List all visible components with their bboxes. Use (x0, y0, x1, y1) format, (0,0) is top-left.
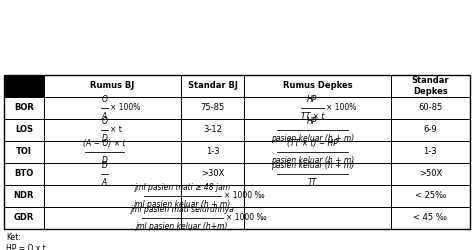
Text: TOI: TOI (16, 148, 32, 156)
Text: HP = O x t: HP = O x t (6, 244, 46, 250)
Text: HP: HP (307, 95, 318, 104)
Text: GDR: GDR (14, 214, 34, 222)
Text: TT: TT (308, 178, 317, 187)
Text: A: A (102, 178, 107, 187)
Bar (4, 75, 44, 97)
Bar (181, 141, 244, 163)
Text: Rumus Depkes: Rumus Depkes (283, 82, 352, 90)
Text: × 100%: × 100% (110, 104, 140, 112)
Bar (181, 75, 244, 97)
Bar (44, 97, 181, 119)
Text: × 100%: × 100% (326, 104, 356, 112)
Bar (244, 207, 391, 229)
Text: jml pasien mati seluruhnya: jml pasien mati seluruhnya (130, 205, 234, 214)
Bar (244, 163, 391, 185)
Text: pasien keluar (h + m): pasien keluar (h + m) (271, 156, 354, 165)
Bar (44, 119, 181, 141)
Text: 1-3: 1-3 (424, 148, 437, 156)
Text: >50X: >50X (419, 170, 442, 178)
Bar (244, 75, 391, 97)
Text: NDR: NDR (14, 192, 34, 200)
Bar (391, 163, 470, 185)
Text: pasien keluar (h + m): pasien keluar (h + m) (271, 161, 354, 170)
Text: Rumus BJ: Rumus BJ (90, 82, 135, 90)
Text: TT × t: TT × t (301, 112, 324, 121)
Text: 3-12: 3-12 (203, 126, 222, 134)
Text: × t: × t (110, 126, 122, 134)
Text: < 25‰: < 25‰ (415, 192, 446, 200)
Text: < 45 ‰: < 45 ‰ (413, 214, 447, 222)
Bar (181, 207, 244, 229)
Bar (44, 207, 181, 229)
Text: × 1000 ‰: × 1000 ‰ (224, 192, 265, 200)
Text: jml pasien keluar (h + m): jml pasien keluar (h + m) (134, 200, 231, 209)
Bar (4, 141, 44, 163)
Bar (391, 141, 470, 163)
Text: × 1000 ‰: × 1000 ‰ (226, 214, 266, 222)
Text: Standar BJ: Standar BJ (188, 82, 237, 90)
Text: HP: HP (307, 117, 318, 126)
Text: BTO: BTO (14, 170, 34, 178)
Bar (44, 185, 181, 207)
Text: (TT × t) − HP: (TT × t) − HP (287, 139, 338, 148)
Text: D: D (101, 134, 107, 143)
Text: BOR: BOR (14, 104, 34, 112)
Bar (4, 207, 44, 229)
Bar (44, 163, 181, 185)
Text: 6-9: 6-9 (424, 126, 437, 134)
Bar (4, 75, 470, 229)
Text: D: D (101, 161, 107, 170)
Text: Ket:: Ket: (6, 233, 21, 242)
Bar (181, 185, 244, 207)
Bar (244, 185, 391, 207)
Bar (44, 75, 181, 97)
Bar (244, 141, 391, 163)
Bar (391, 119, 470, 141)
Bar (4, 185, 44, 207)
Bar (391, 97, 470, 119)
Bar (4, 163, 44, 185)
Bar (391, 75, 470, 97)
Text: >30X: >30X (201, 170, 224, 178)
Bar (391, 207, 470, 229)
Text: O: O (101, 117, 107, 126)
Bar (4, 119, 44, 141)
Text: O: O (101, 95, 107, 104)
Text: LOS: LOS (15, 126, 33, 134)
Bar (181, 119, 244, 141)
Text: (A − O) × t: (A − O) × t (83, 139, 126, 148)
Bar (44, 141, 181, 163)
Text: 75-85: 75-85 (201, 104, 225, 112)
Text: D: D (101, 156, 107, 165)
Text: jml pasien mati ≥ 48 jam: jml pasien mati ≥ 48 jam (135, 183, 230, 192)
Text: 1-3: 1-3 (206, 148, 219, 156)
Bar (244, 119, 391, 141)
Bar (181, 97, 244, 119)
Text: A: A (102, 112, 107, 121)
Text: jml pasien keluar (h+m): jml pasien keluar (h+m) (136, 222, 228, 231)
Bar (4, 97, 44, 119)
Bar (181, 163, 244, 185)
Bar (244, 97, 391, 119)
Text: pasien keluar (h + m): pasien keluar (h + m) (271, 134, 354, 143)
Text: 60-85: 60-85 (418, 104, 443, 112)
Text: Standar
Depkes: Standar Depkes (411, 76, 449, 96)
Bar (391, 185, 470, 207)
